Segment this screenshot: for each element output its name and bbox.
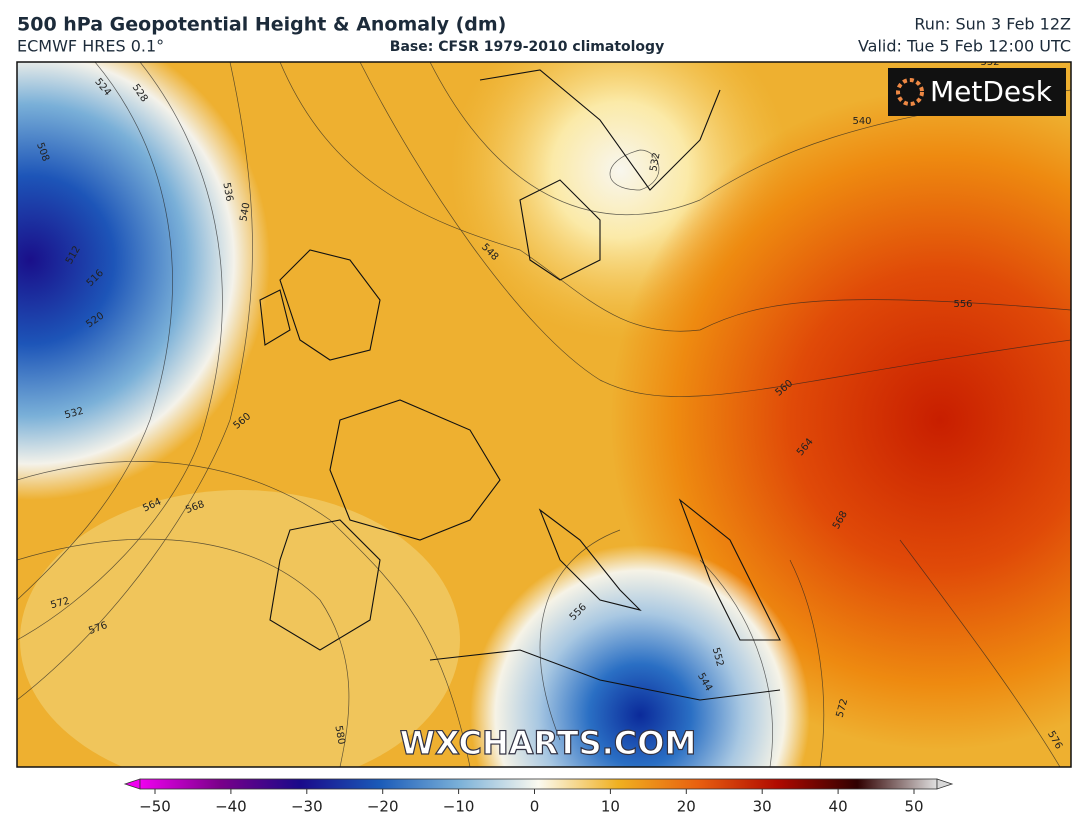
colorbar-tick-label: −20: [367, 798, 399, 816]
colorbar: [123, 778, 954, 790]
contour-label: 572: [835, 697, 851, 718]
map-frame: [16, 61, 1072, 768]
contour-label: 552: [980, 57, 999, 68]
colorbar-tick-label: 30: [753, 798, 772, 816]
logo: MetDesk: [888, 68, 1066, 116]
valid: Valid: Tue 5 Feb 12:00 UTC: [858, 37, 1071, 56]
contour-label: 540: [852, 116, 871, 127]
title: 500 hPa Geopotential Height & Anomaly (d…: [17, 14, 506, 36]
colorbar-tick-label: 50: [904, 798, 923, 816]
colorbar-tick-label: −30: [291, 798, 323, 816]
contour-label: 552: [710, 646, 726, 667]
run: Run: Sun 3 Feb 12Z: [914, 15, 1071, 34]
map: MetDesk WXCHARTS.COM 524 5285085365405125…: [17, 57, 1071, 767]
colorbar-tick-label: 10: [601, 798, 620, 816]
colorbar-tick-label: 20: [677, 798, 696, 816]
colorbar-tick-label: −40: [215, 798, 247, 816]
colorbar-tick-label: −10: [443, 798, 475, 816]
logo-text: MetDesk: [930, 75, 1053, 108]
colorbar-tick-label: −50: [139, 798, 171, 816]
colorbar-tick-label: 40: [829, 798, 848, 816]
contour-label: 572: [49, 596, 70, 612]
colorbar-tick-label: 0: [530, 798, 540, 816]
contour-label: 536: [220, 182, 234, 203]
contour-label: 532: [63, 406, 84, 422]
contour-label: 540: [238, 202, 252, 223]
contour-label: 580: [332, 725, 346, 746]
contour-label: 532: [648, 152, 662, 173]
watermark: WXCHARTS.COM: [400, 724, 697, 762]
base: Base: CFSR 1979-2010 climatology: [390, 39, 664, 55]
model: ECMWF HRES 0.1°: [17, 37, 164, 56]
contour-label: 556: [953, 299, 972, 310]
